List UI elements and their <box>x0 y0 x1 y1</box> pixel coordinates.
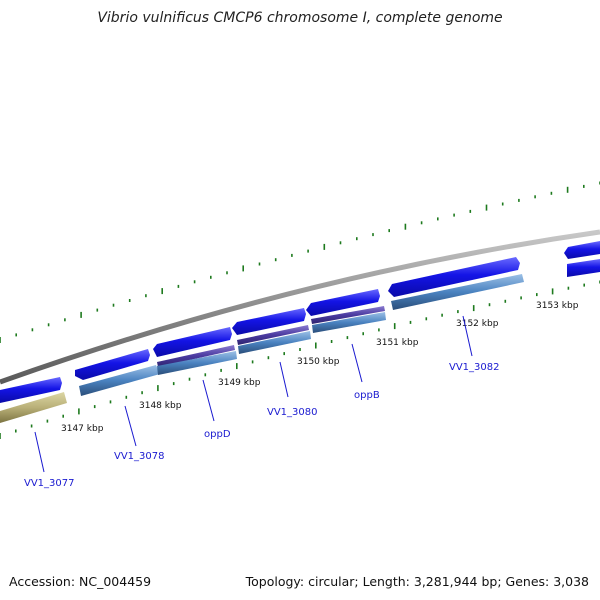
gene-segment <box>157 345 235 367</box>
scale-label: 3152 kbp <box>456 319 499 329</box>
scale-label: 3147 kbp <box>61 424 104 434</box>
track-bar <box>238 331 311 354</box>
cds-arrow <box>0 377 62 403</box>
gene-segment <box>311 306 385 324</box>
scale-label: 3153 kbp <box>536 301 579 311</box>
gene-label: VV1_3078 <box>114 451 165 462</box>
leader-line <box>34 431 45 473</box>
gene-label: VV1_3080 <box>267 407 318 418</box>
cds-arrow <box>388 257 520 297</box>
leader-line <box>462 315 473 357</box>
track-bar <box>79 365 160 396</box>
cds-arrow <box>75 349 150 380</box>
leader-line <box>124 405 137 447</box>
track-bar <box>391 274 524 310</box>
scale-labels: 3147 kbp 3148 kbp 3149 kbp 3150 kbp 3151… <box>61 301 579 434</box>
gene-label: oppB <box>354 390 380 401</box>
track-bar <box>312 312 386 333</box>
inner-tick-ring <box>0 280 600 439</box>
cds-arrow <box>567 259 600 277</box>
leader-line <box>279 361 289 398</box>
genome-summary-text: Topology: circular; Length: 3,281,944 bp… <box>245 574 589 589</box>
gene-labels: VV1_3077 VV1_3078 oppD VV1_3080 oppB VV1… <box>24 362 500 489</box>
secondary-track <box>0 274 524 423</box>
leader-line <box>202 379 215 422</box>
gene-segment <box>237 325 309 345</box>
cds-arrow <box>232 308 306 335</box>
track-bar <box>0 392 67 423</box>
outer-tick-ring <box>0 181 600 343</box>
genome-backbone <box>0 229 600 385</box>
scale-label: 3151 kbp <box>376 338 419 348</box>
leader-line <box>351 343 363 383</box>
gene-label: VV1_3077 <box>24 478 75 489</box>
scale-label: 3149 kbp <box>218 378 261 388</box>
gene-label: oppD <box>204 429 231 440</box>
cds-arrow <box>153 327 232 357</box>
cds-arrow <box>564 241 600 259</box>
cds-arrow <box>306 289 380 316</box>
track-bar <box>157 351 237 375</box>
gene-label-leaders <box>34 315 473 473</box>
map-title: Vibrio vulnificus CMCP6 chromosome I, co… <box>97 10 503 26</box>
forward-cds-track <box>0 241 600 403</box>
gene-label: VV1_3082 <box>449 362 500 373</box>
purple-gene-track <box>157 306 385 367</box>
accession-text: Accession: NC_004459 <box>9 574 152 589</box>
scale-label: 3148 kbp <box>139 401 182 411</box>
scale-label: 3150 kbp <box>297 357 340 367</box>
